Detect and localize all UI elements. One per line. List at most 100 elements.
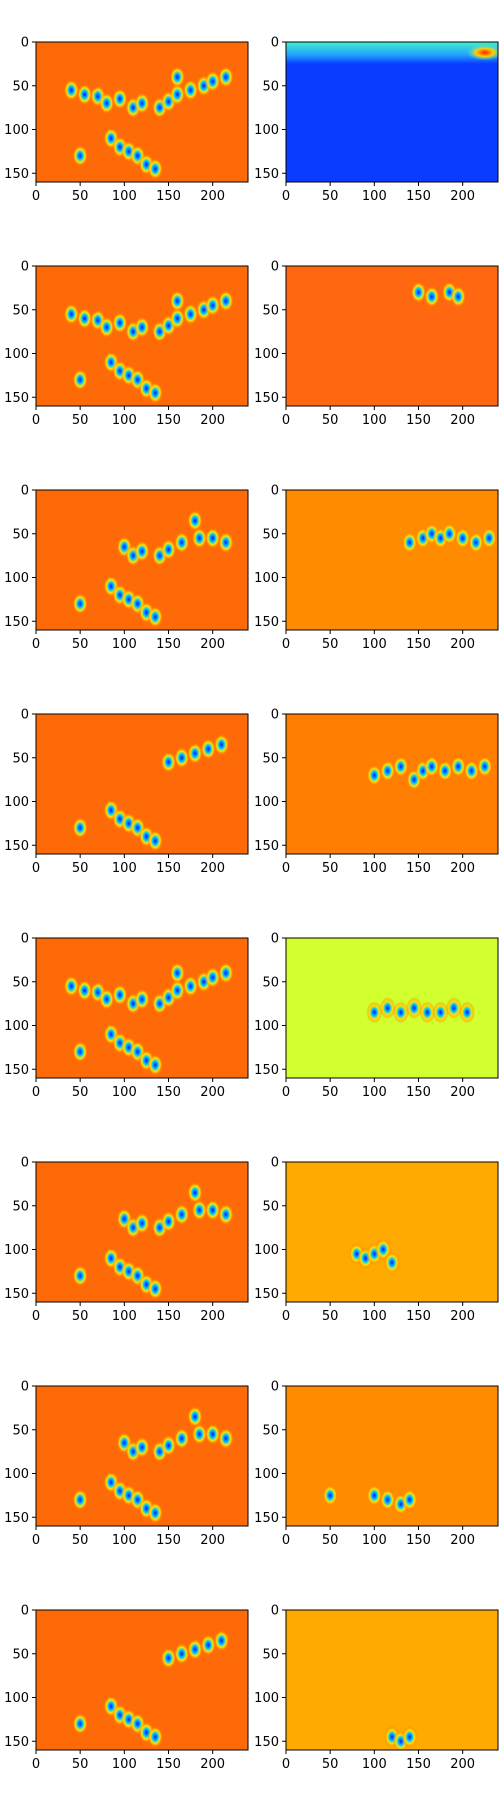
heatmap-blob: [419, 1001, 436, 1024]
panel-8-right: 0 50 100 150 200 0 50 100 150: [254, 1604, 499, 1772]
x-tick-label: 200: [450, 1757, 475, 1772]
heatmap-blob: [147, 157, 164, 180]
y-tick-label: 100: [254, 795, 279, 810]
x-tick-label: 150: [156, 1309, 181, 1324]
panel-5-left: 0 50 100 150 200 0 50 100 150: [4, 932, 249, 1100]
x-tick-label: 50: [72, 861, 89, 876]
heatmap-blob: [134, 1436, 150, 1459]
x-tick-label: 200: [450, 189, 475, 204]
heatmap-blob: [182, 79, 199, 102]
heatmap-blob: [147, 1725, 164, 1748]
y-tick-label: 100: [254, 1243, 279, 1258]
panel-2-left: 0 50 100 150 200 0 50 100 150: [4, 260, 249, 428]
y-tick-label: 100: [4, 571, 29, 586]
x-tick-label: 150: [406, 189, 431, 204]
heatmap-blob: [173, 1642, 190, 1665]
x-tick-label: 0: [282, 189, 290, 204]
x-tick-label: 0: [282, 637, 290, 652]
panel-2-right: 0 50 100 150 200 0 50 100 150: [254, 260, 499, 428]
y-tick-label: 0: [271, 932, 279, 947]
x-tick-label: 50: [72, 1533, 89, 1548]
x-tick-label: 100: [112, 1533, 137, 1548]
x-tick-label: 100: [362, 189, 387, 204]
heatmap-blob: [98, 988, 115, 1011]
y-tick-label: 0: [21, 1380, 29, 1395]
y-tick-label: 50: [262, 527, 279, 542]
heatmap-blob: [147, 381, 164, 404]
x-tick-label: 50: [72, 413, 89, 428]
panel-3-left: 0 50 100 150 200 0 50 100 150: [4, 484, 249, 652]
heatmap-blob: [134, 92, 150, 115]
axes-frame: [35, 1161, 249, 1303]
x-tick-label: 200: [200, 861, 225, 876]
x-tick-label: 50: [322, 1309, 339, 1324]
panel-4-right: 0 50 100 150 200 0 50 100 150: [254, 708, 499, 876]
y-tick-label: 50: [12, 975, 29, 990]
x-tick-label: 200: [450, 1085, 475, 1100]
heatmap-background: [286, 714, 498, 854]
x-tick-label: 0: [282, 413, 290, 428]
heatmap-blob: [187, 509, 203, 532]
heatmap-blob: [401, 1488, 418, 1511]
x-tick-label: 100: [362, 861, 387, 876]
panel-7-left: 0 50 100 150 200 0 50 100 150: [4, 1380, 249, 1548]
heatmap-blob: [200, 1634, 217, 1656]
x-tick-label: 150: [406, 1533, 431, 1548]
x-tick-label: 0: [32, 413, 40, 428]
heatmap-blob: [454, 527, 471, 550]
y-tick-label: 0: [271, 1156, 279, 1171]
y-tick-label: 150: [254, 167, 279, 182]
y-tick-label: 50: [12, 79, 29, 94]
heatmap-blob: [191, 527, 208, 550]
x-tick-label: 0: [282, 1309, 290, 1324]
x-tick-label: 0: [32, 1309, 40, 1324]
heatmap-blob: [392, 1001, 409, 1024]
heatmap-blob: [169, 83, 186, 106]
x-tick-label: 150: [156, 189, 181, 204]
heatmap-blob: [423, 285, 440, 308]
heatmap-blob: [204, 1423, 221, 1446]
heatmap-background: [286, 1162, 498, 1302]
heatmap-blob: [463, 759, 480, 782]
y-tick-label: 50: [262, 1199, 279, 1214]
heatmap-blob: [322, 1484, 339, 1507]
heatmap-blob: [204, 966, 221, 989]
y-tick-label: 150: [254, 839, 279, 854]
panel-6-left: 0 50 100 150 200 0 50 100 150: [4, 1156, 249, 1324]
y-tick-label: 100: [254, 1019, 279, 1034]
y-tick-label: 100: [254, 1467, 279, 1482]
x-tick-label: 200: [450, 861, 475, 876]
y-tick-label: 150: [4, 167, 29, 182]
heatmap-blob: [366, 764, 383, 787]
heatmap-blob: [72, 1488, 89, 1511]
heatmap-blob: [406, 997, 423, 1019]
x-tick-label: 100: [112, 637, 137, 652]
axes-frame: [35, 489, 249, 631]
heatmap-blob: [379, 997, 396, 1019]
axes-frame: [35, 1385, 249, 1527]
heatmap-blob: [187, 1638, 203, 1661]
y-tick-label: 50: [12, 1423, 29, 1438]
heatmap-blob: [111, 983, 128, 1006]
panel-5-right: 0 50 100 150 200 0 50 100 150: [254, 932, 499, 1100]
y-tick-label: 150: [254, 391, 279, 406]
heatmap-blob: [401, 1725, 418, 1748]
x-tick-label: 0: [282, 1757, 290, 1772]
x-tick-label: 150: [156, 861, 181, 876]
heatmap-blob: [379, 759, 396, 782]
y-tick-label: 150: [4, 1287, 29, 1302]
axes-frame: [35, 937, 249, 1079]
heatmap-blob: [147, 1277, 164, 1300]
axes-frame: [285, 41, 499, 183]
y-tick-label: 100: [4, 795, 29, 810]
heatmap-blob: [481, 527, 498, 550]
x-tick-label: 50: [322, 637, 339, 652]
heatmap-blob: [160, 538, 177, 561]
heatmap-blob: [169, 307, 186, 330]
x-tick-label: 200: [200, 1533, 225, 1548]
panel-8-left: 0 50 100 150 200 0 50 100 150: [4, 1604, 249, 1772]
y-tick-label: 50: [12, 303, 29, 318]
x-tick-label: 50: [322, 189, 339, 204]
heatmap-blob: [450, 755, 467, 778]
